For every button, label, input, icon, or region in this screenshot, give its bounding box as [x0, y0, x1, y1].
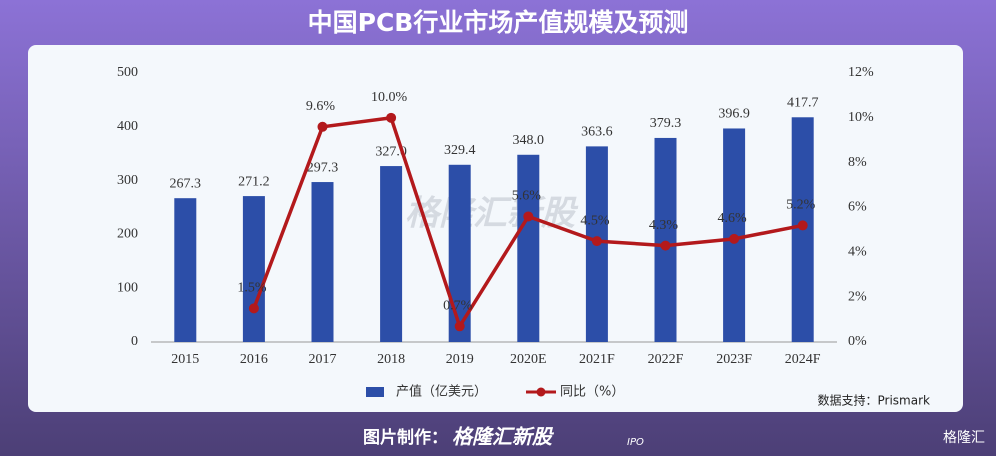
- legend-label: 产值（亿美元）: [396, 384, 487, 400]
- bar: [174, 198, 197, 342]
- chart-title: 中国PCB行业市场产值规模及预测: [308, 8, 689, 37]
- y-tick-label: 500: [117, 65, 138, 80]
- line-label: 5.2%: [786, 198, 816, 213]
- bar: [311, 182, 334, 342]
- source: 数据支持：Prismark: [818, 393, 931, 408]
- y2-tick-label: 12%: [848, 65, 874, 80]
- y-tick-label: 0: [131, 334, 138, 349]
- line-label: 1.5%: [237, 281, 267, 296]
- footer-brand-sub: IPO: [627, 437, 644, 448]
- line-marker: [660, 240, 671, 251]
- watermark: 格隆汇新股: [405, 194, 579, 234]
- bar-label: 327.0: [375, 144, 407, 159]
- x-tick-label: 2020E: [510, 352, 547, 367]
- footer-label: 图片制作：: [363, 427, 448, 448]
- line-marker: [454, 321, 465, 332]
- bar-label: 379.3: [650, 116, 682, 131]
- bar: [380, 166, 403, 342]
- line-marker: [523, 211, 534, 222]
- footer-brand: 格隆汇新股: [452, 425, 554, 449]
- x-tick-label: 2023F: [716, 352, 752, 367]
- y2-tick-label: 4%: [848, 245, 867, 260]
- y-tick-label: 300: [117, 173, 138, 188]
- line-marker: [386, 112, 397, 123]
- line-marker: [729, 233, 740, 244]
- x-tick-label: 2015: [171, 352, 199, 367]
- bar-label: 329.4: [444, 143, 476, 158]
- line-label: 9.6%: [306, 99, 336, 114]
- x-tick-label: 2022F: [648, 352, 684, 367]
- legend-swatch: [536, 387, 546, 397]
- line-label: 0.7%: [443, 299, 473, 314]
- bar: [517, 154, 540, 342]
- x-tick-label: 2019: [446, 352, 474, 367]
- x-tick-label: 2021F: [579, 352, 615, 367]
- y2-tick-label: 6%: [848, 200, 867, 215]
- bar: [654, 137, 677, 342]
- bar-label: 417.7: [787, 95, 819, 110]
- x-tick-label: 2018: [377, 352, 405, 367]
- line-marker: [248, 303, 259, 314]
- bar-label: 267.3: [170, 176, 202, 191]
- bar-label: 363.6: [581, 125, 613, 140]
- y2-tick-label: 10%: [848, 110, 874, 125]
- legend-label: 同比（%）: [560, 385, 624, 400]
- line-label: 4.5%: [580, 213, 610, 228]
- bar: [242, 196, 265, 342]
- line-label: 4.3%: [649, 218, 679, 233]
- y2-tick-label: 0%: [848, 334, 867, 349]
- x-tick-label: 2024F: [785, 352, 821, 367]
- x-tick-label: 2016: [240, 352, 268, 367]
- y2-tick-label: 8%: [848, 155, 867, 170]
- y-tick-label: 200: [117, 227, 138, 242]
- bar-label: 348.0: [513, 133, 545, 148]
- bar-label: 271.2: [238, 174, 270, 189]
- y-tick-label: 100: [117, 280, 138, 295]
- y2-tick-label: 2%: [848, 289, 867, 304]
- logo: 格隆汇: [943, 430, 985, 446]
- line-label: 10.0%: [371, 90, 408, 105]
- line-marker: [591, 236, 602, 247]
- bar-label: 396.9: [718, 107, 750, 122]
- line-label: 5.6%: [512, 189, 542, 204]
- line-label: 4.6%: [718, 211, 748, 226]
- line-marker: [797, 220, 808, 231]
- y-tick-label: 400: [117, 119, 138, 134]
- line-marker: [317, 121, 328, 132]
- x-tick-label: 2017: [309, 352, 337, 367]
- bar-label: 297.3: [307, 160, 339, 175]
- bar: [448, 164, 471, 342]
- legend-swatch: [366, 387, 384, 397]
